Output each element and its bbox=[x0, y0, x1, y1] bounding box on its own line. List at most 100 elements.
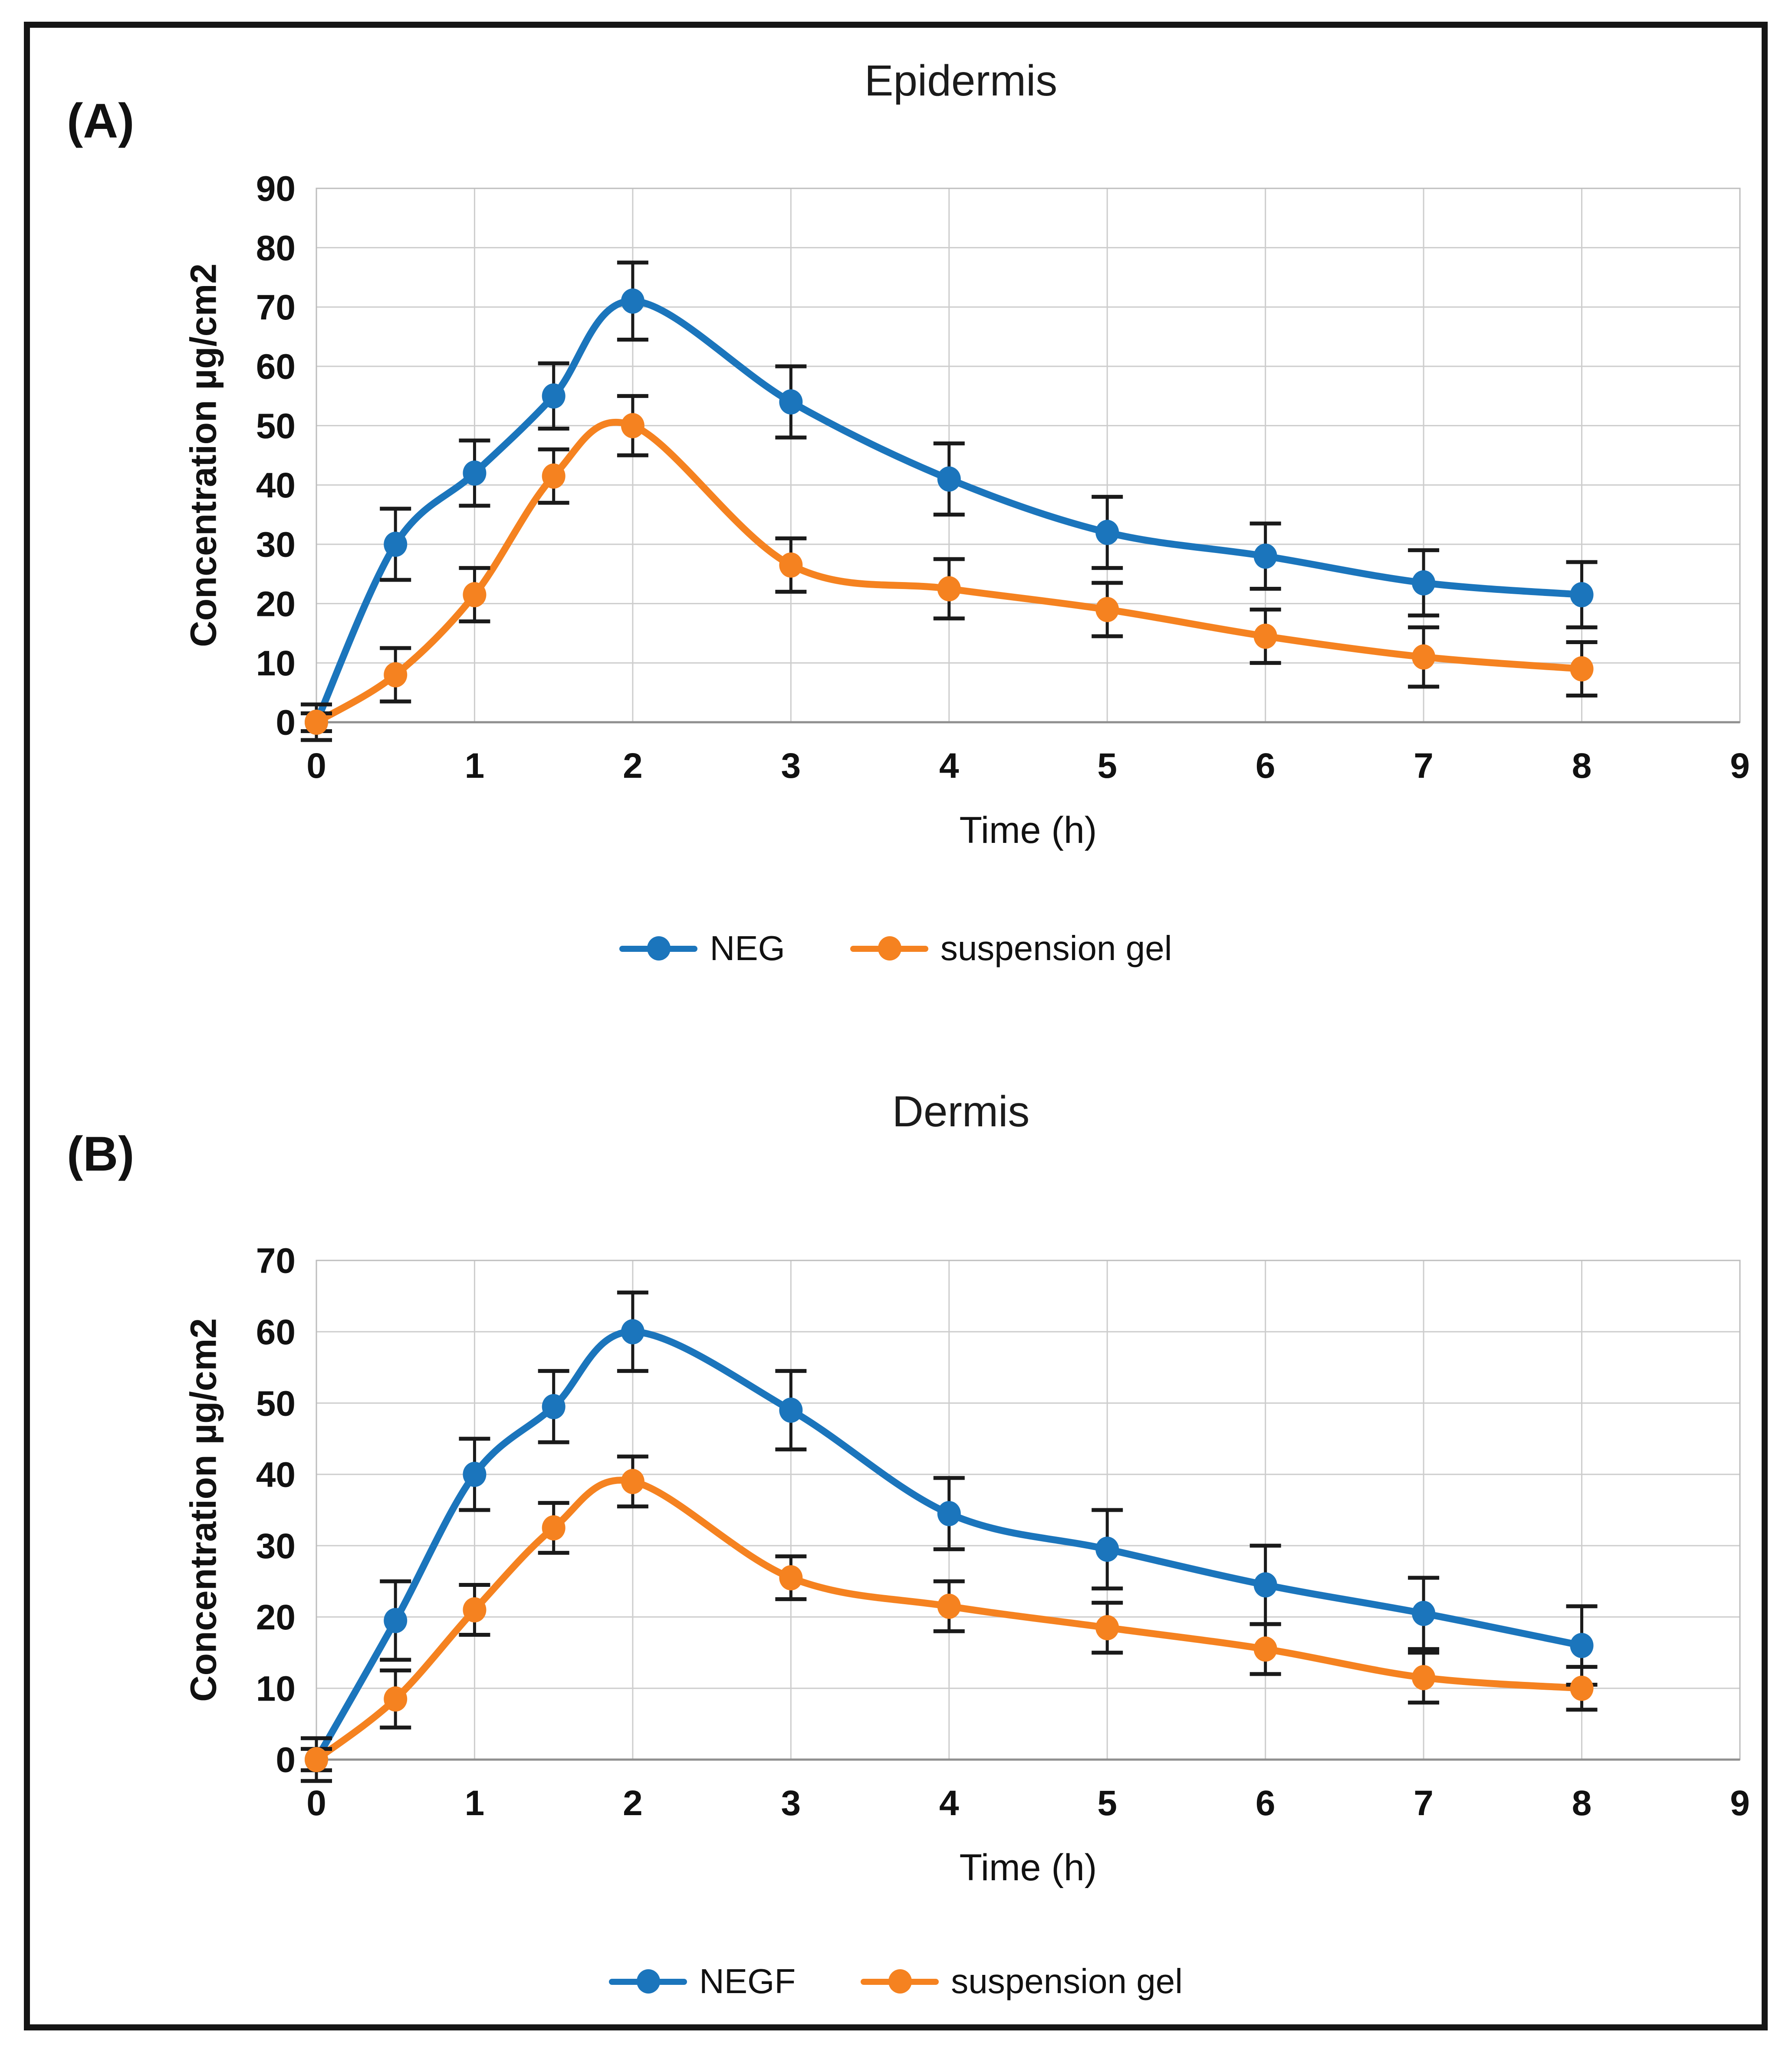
data-point bbox=[1253, 623, 1277, 649]
y-tick-label: 30 bbox=[256, 525, 296, 565]
data-point bbox=[305, 1747, 328, 1772]
x-tick-label: 2 bbox=[623, 746, 643, 786]
series-line bbox=[313, 1328, 1585, 1763]
x-tick-label: 7 bbox=[1414, 746, 1434, 786]
y-tick-label: 70 bbox=[256, 1241, 296, 1281]
data-point bbox=[1412, 1601, 1436, 1626]
panel-a-label: (A) bbox=[67, 94, 135, 148]
data-point bbox=[384, 662, 408, 688]
y-tick-label: 50 bbox=[256, 1384, 296, 1423]
panel-a-title: Epidermis bbox=[864, 56, 1058, 105]
data-point bbox=[463, 461, 487, 486]
x-tick-label: 1 bbox=[465, 746, 485, 786]
x-tick-label: 7 bbox=[1414, 1783, 1434, 1823]
y-tick-label: 10 bbox=[256, 644, 296, 683]
data-point bbox=[779, 552, 803, 578]
x-tick-label: 9 bbox=[1730, 746, 1750, 786]
data-point bbox=[621, 413, 644, 438]
data-point bbox=[463, 1597, 487, 1622]
x-tick-label: 6 bbox=[1256, 746, 1276, 786]
panel-b-title: Dermis bbox=[892, 1087, 1030, 1136]
legend-item-suspension-gel-a: suspension gel bbox=[850, 928, 1172, 968]
x-tick-label: 0 bbox=[306, 746, 326, 786]
y-tick-label: 20 bbox=[256, 584, 296, 624]
legend-label-neg: NEG bbox=[710, 929, 785, 967]
data-point bbox=[463, 1461, 487, 1487]
data-point bbox=[1570, 1633, 1594, 1658]
y-tick-label: 0 bbox=[276, 1740, 296, 1780]
data-point bbox=[779, 1565, 803, 1591]
y-tick-label: 70 bbox=[256, 288, 296, 327]
data-point bbox=[463, 582, 487, 608]
legend-label-suspension-gel-b: suspension gel bbox=[951, 1962, 1183, 2000]
data-point bbox=[1095, 1536, 1119, 1562]
legend-item-neg: NEG bbox=[619, 928, 785, 968]
data-point bbox=[384, 1608, 408, 1633]
x-tick-label: 4 bbox=[939, 746, 959, 786]
series-line bbox=[313, 297, 1585, 726]
y-tick-label: 40 bbox=[256, 1455, 296, 1495]
x-tick-label: 5 bbox=[1097, 1783, 1117, 1823]
panel-b-x-axis-label: Time (h) bbox=[959, 1847, 1097, 1888]
data-point bbox=[621, 288, 644, 314]
x-tick-label: 8 bbox=[1572, 746, 1592, 786]
x-tick-label: 2 bbox=[623, 1783, 643, 1823]
plot-border bbox=[316, 188, 1741, 723]
data-point bbox=[1253, 1636, 1277, 1662]
data-point bbox=[1570, 582, 1594, 608]
data-point bbox=[1095, 597, 1119, 622]
data-point bbox=[779, 1398, 803, 1423]
panel-a-x-axis-label: Time (h) bbox=[959, 809, 1097, 851]
panel-a-legend: NEG suspension gel bbox=[30, 928, 1762, 968]
data-point bbox=[937, 1593, 961, 1619]
y-tick-label: 40 bbox=[256, 466, 296, 505]
legend-item-suspension-gel-b: suspension gel bbox=[861, 1961, 1183, 2001]
x-tick-label: 8 bbox=[1572, 1783, 1592, 1823]
legend-item-negf: NEGF bbox=[609, 1961, 796, 2001]
epidermis-chart: 0 10 20 30 40 50 60 70 80 90 0 1 2 3 4 5 6 7 8 9 bbox=[256, 169, 1750, 786]
y-tick-label: 0 bbox=[276, 703, 296, 743]
data-point bbox=[542, 383, 566, 409]
figure-frame: (A) Epidermis Concentration µg/cm2 0 10 20… bbox=[24, 22, 1768, 2030]
data-point bbox=[937, 466, 961, 492]
x-tick-label: 6 bbox=[1256, 1783, 1276, 1823]
data-point bbox=[937, 576, 961, 602]
data-point bbox=[1412, 1665, 1436, 1691]
x-tick-label: 5 bbox=[1097, 746, 1117, 786]
data-point bbox=[621, 1319, 644, 1345]
data-point bbox=[621, 1469, 644, 1494]
legend-label-negf: NEGF bbox=[699, 1962, 796, 2000]
suspension-gel-series-swatch-icon bbox=[861, 1968, 939, 1994]
y-tick-label: 10 bbox=[256, 1669, 296, 1708]
data-point bbox=[305, 710, 328, 735]
y-tick-label: 20 bbox=[256, 1598, 296, 1637]
panel-b-label: (B) bbox=[67, 1127, 135, 1181]
dermis-chart: 0 10 20 30 40 50 60 70 0 1 2 3 4 5 6 7 8 9 bbox=[256, 1241, 1750, 1823]
data-point bbox=[1412, 644, 1436, 670]
data-point bbox=[1253, 1572, 1277, 1598]
y-tick-label: 60 bbox=[256, 1313, 296, 1352]
data-point bbox=[1095, 1615, 1119, 1641]
panel-b-legend: NEGF suspension gel bbox=[30, 1961, 1762, 2001]
suspension-gel-series-swatch-icon bbox=[850, 935, 928, 961]
data-point bbox=[1095, 520, 1119, 545]
data-point bbox=[384, 532, 408, 557]
data-point bbox=[1253, 543, 1277, 569]
x-tick-label: 0 bbox=[306, 1783, 326, 1823]
x-tick-label: 3 bbox=[781, 1783, 801, 1823]
y-tick-label: 50 bbox=[256, 406, 296, 446]
data-point bbox=[1570, 1675, 1594, 1701]
neg-series-swatch-icon bbox=[619, 935, 698, 961]
data-point bbox=[384, 1686, 408, 1712]
y-tick-label: 90 bbox=[256, 169, 296, 209]
x-tick-label: 3 bbox=[781, 746, 801, 786]
data-point bbox=[1570, 656, 1594, 681]
x-tick-label: 4 bbox=[939, 1783, 959, 1823]
y-tick-label: 30 bbox=[256, 1527, 296, 1566]
legend-label-suspension-gel-a: suspension gel bbox=[940, 929, 1172, 967]
negf-series-swatch-icon bbox=[609, 1968, 687, 1994]
x-tick-label: 9 bbox=[1730, 1783, 1750, 1823]
data-point bbox=[937, 1501, 961, 1527]
data-point bbox=[1412, 570, 1436, 596]
